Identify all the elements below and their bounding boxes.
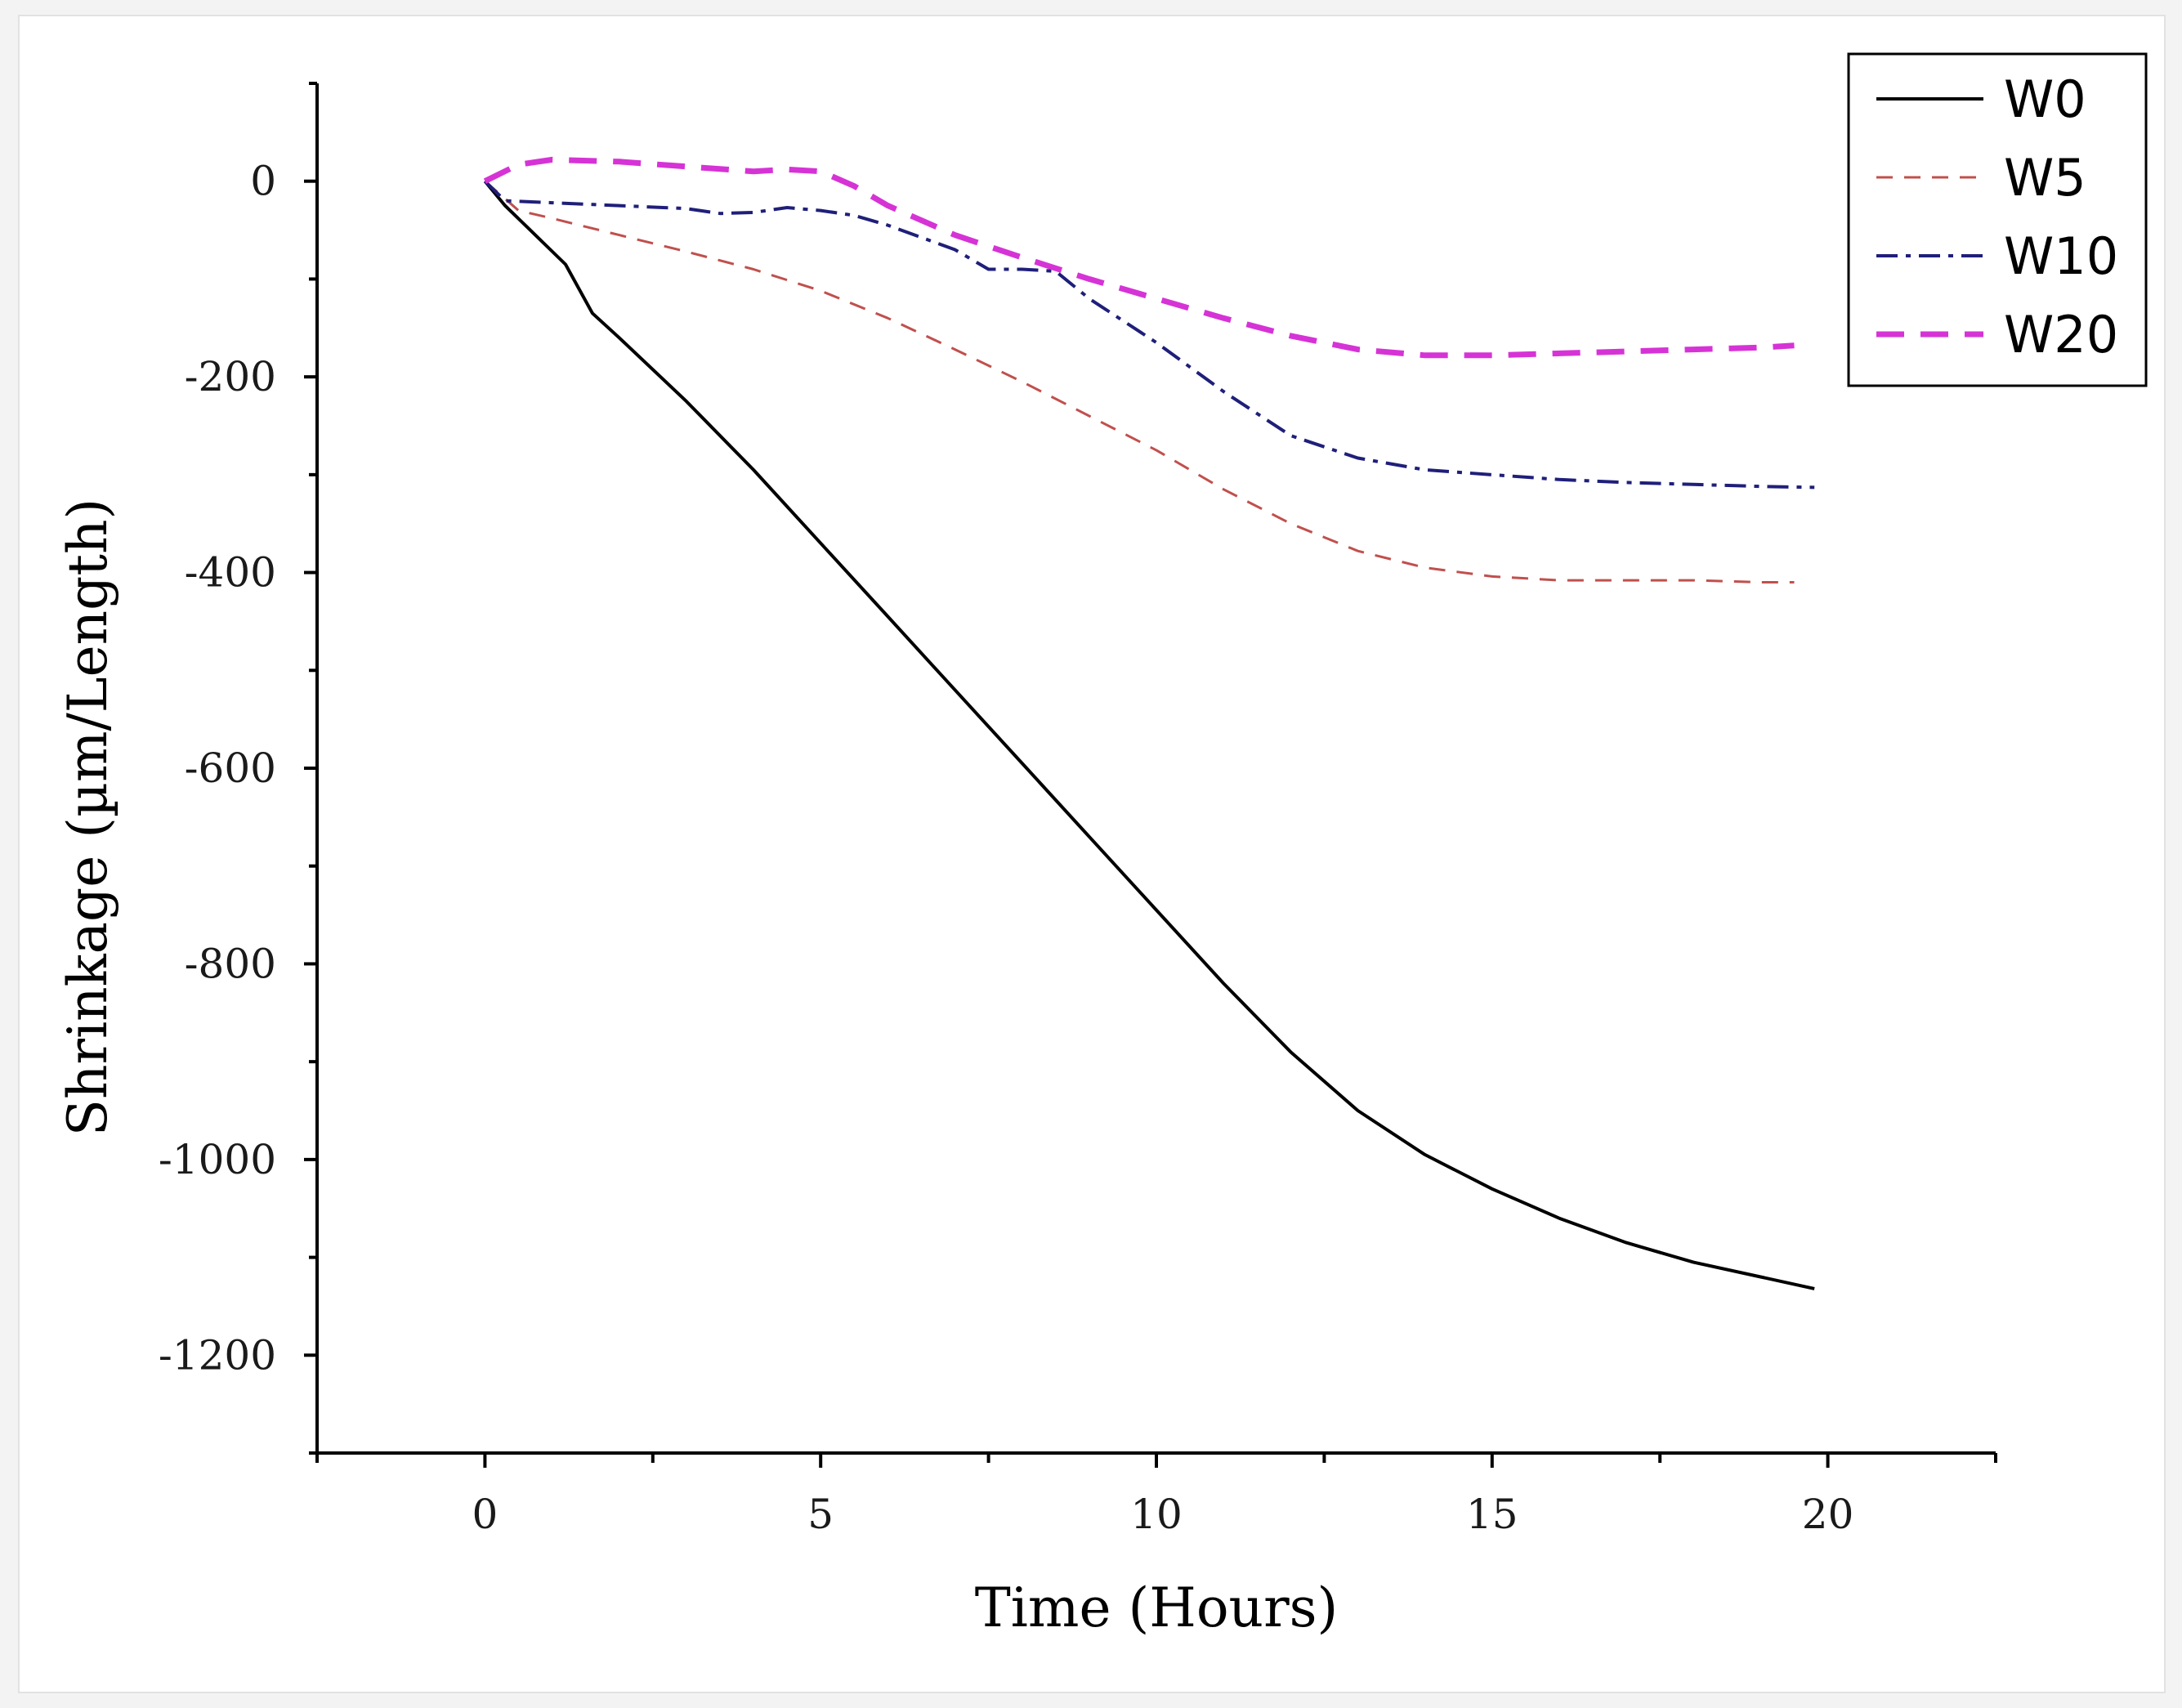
y-tick-label: -600 [185, 744, 276, 792]
y-tick-label: -400 [185, 549, 276, 597]
y-axis-title: Shrinkage (µm/Length) [56, 499, 119, 1136]
series-layer [483, 156, 1815, 1290]
series-line-w5 [484, 180, 1795, 583]
series-line-w20 [483, 156, 1795, 359]
chart-frame: 0 -200 -400 -600 -800 -1000 -1200 0 5 10 15 20 Tim… [18, 15, 2166, 1693]
legend-box [1847, 52, 2148, 387]
legend: W0 W5 W10 W20 [1847, 52, 2148, 387]
series-line-w10 [484, 180, 1815, 490]
legend-label-w5: W5 [2004, 148, 2086, 208]
x-tick-label: 5 [807, 1491, 834, 1538]
y-tick-label: -200 [185, 353, 276, 400]
y-tick-label: 0 [250, 158, 276, 205]
y-tick-label: -1200 [159, 1331, 276, 1379]
y-axis: 0 -200 -400 -600 -800 -1000 -1200 [159, 82, 319, 1455]
x-tick-label: 10 [1130, 1491, 1183, 1538]
x-tick-label: 20 [1802, 1491, 1854, 1538]
x-tick-label: 15 [1466, 1491, 1518, 1538]
y-tick-label: -800 [185, 940, 276, 987]
series-line-w0 [483, 180, 1815, 1290]
legend-label-w20: W20 [2004, 305, 2118, 364]
x-axis-title: Time (Hours) [975, 1576, 1338, 1639]
x-tick-label: 0 [472, 1491, 498, 1538]
legend-label-w0: W0 [2004, 69, 2086, 129]
y-tick-label: -1000 [159, 1136, 276, 1183]
x-axis: 0 5 10 15 20 [315, 1451, 1997, 1538]
legend-label-w10: W10 [2004, 226, 2118, 286]
shrinkage-line-chart: 0 -200 -400 -600 -800 -1000 -1200 0 5 10 15 20 Tim… [56, 52, 2148, 1639]
